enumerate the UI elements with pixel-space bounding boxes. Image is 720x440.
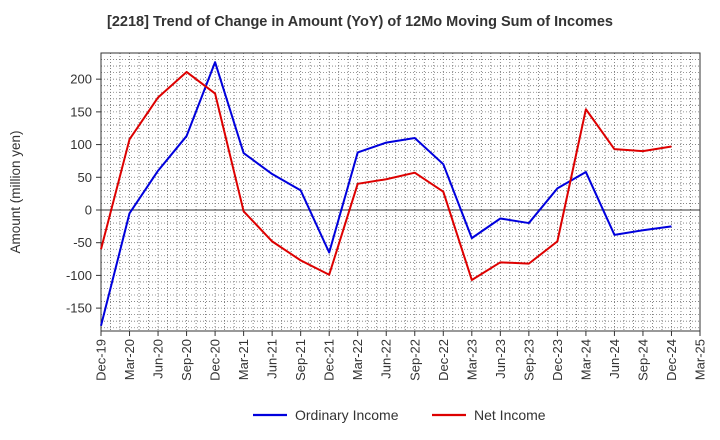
y-axis-label: Amount (million yen): [8, 130, 23, 253]
series-line-net-income: [100, 70, 672, 281]
y-tick-label: -150: [66, 301, 92, 316]
legend-label-net-income: Net Income: [474, 407, 546, 423]
y-tick-label: 100: [70, 137, 92, 152]
x-tick-label: Jun-24: [607, 339, 622, 379]
x-tick-label: Mar-25: [693, 339, 708, 380]
chart-title: [2218] Trend of Change in Amount (YoY) o…: [107, 14, 613, 30]
x-tick-label: Jun-23: [493, 339, 508, 379]
x-tick-label: Dec-21: [322, 339, 337, 381]
x-tick-label: Dec-19: [94, 339, 109, 381]
legend-label-ordinary-income: Ordinary Income: [295, 407, 399, 423]
series-line-ordinary-income: [100, 61, 672, 327]
x-tick-label: Sep-20: [179, 339, 194, 381]
x-tick-label: Mar-22: [350, 339, 365, 380]
x-tick-label: Sep-21: [293, 339, 308, 381]
x-tick-label: Sep-22: [407, 339, 422, 381]
y-tick-label: 0: [85, 202, 92, 217]
plot-area: [101, 53, 700, 331]
x-tick-label: Dec-23: [550, 339, 565, 381]
y-tick-label: 200: [70, 72, 92, 87]
x-tick-label: Mar-23: [464, 339, 479, 380]
x-tick-label: Dec-22: [436, 339, 451, 381]
x-tick-label: Mar-20: [122, 339, 137, 380]
x-tick-label: Sep-23: [521, 339, 536, 381]
plot-frame: [100, 52, 701, 332]
y-tick-label: 150: [70, 104, 92, 119]
x-tick-label: Dec-20: [208, 339, 223, 381]
y-tick-label: -50: [73, 235, 92, 250]
x-tick-label: Mar-21: [236, 339, 251, 380]
x-tick-label: Jun-22: [379, 339, 394, 379]
x-tick-label: Dec-24: [664, 339, 679, 381]
y-tick-label: 50: [78, 170, 92, 185]
x-tick-label: Sep-24: [635, 339, 650, 381]
x-tick-label: Mar-24: [578, 339, 593, 380]
x-tick-label: Jun-21: [265, 339, 280, 379]
x-tick-label: Jun-20: [151, 339, 166, 379]
y-tick-label: -100: [66, 268, 92, 283]
